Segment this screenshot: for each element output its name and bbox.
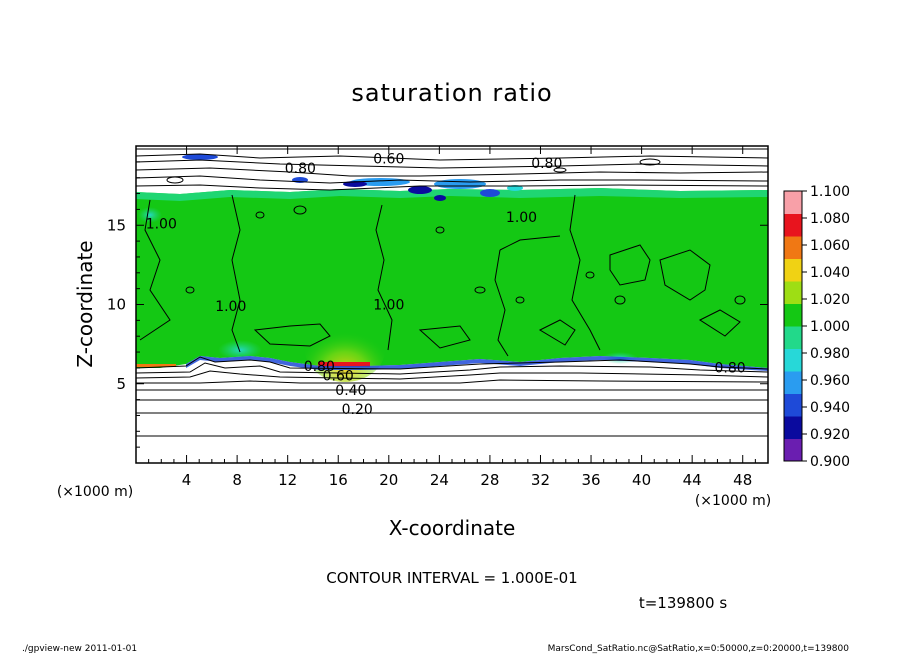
warm-surface-strip xyxy=(318,362,370,367)
colorbar-tick-label: 0.940 xyxy=(810,400,850,416)
contour-label: 1.00 xyxy=(146,216,177,232)
x-tick-label: 12 xyxy=(278,471,297,489)
contour-label: 0.80 xyxy=(285,161,316,177)
contour-label: 0.60 xyxy=(323,369,354,385)
colorbar-tick-label: 0.900 xyxy=(810,454,850,470)
colorbar-swatch xyxy=(784,281,802,304)
time-label: t=139800 s xyxy=(639,594,727,612)
y-axis-title: Z-coordinate xyxy=(73,240,97,367)
colorbar-tick-label: 1.080 xyxy=(810,211,850,227)
y-axis-unit: (×1000 m) xyxy=(57,484,133,500)
colorbar-swatch xyxy=(784,326,802,349)
colorbar-swatch xyxy=(784,438,802,462)
x-tick-label: 24 xyxy=(430,471,449,489)
x-tick-label: 4 xyxy=(182,471,192,489)
contour-label: 0.80 xyxy=(304,359,335,375)
x-tick-label: 40 xyxy=(632,471,651,489)
contour-label: 0.20 xyxy=(342,402,373,418)
x-tick-label: 32 xyxy=(531,471,550,489)
colorbar-tick-label: 0.960 xyxy=(810,373,850,389)
x-tick-label: 8 xyxy=(232,471,242,489)
x-axis-title: X-coordinate xyxy=(389,516,516,540)
x-tick-label: 36 xyxy=(581,471,600,489)
y-tick-label: 5 xyxy=(116,375,126,393)
x-axis: 4 8 12 16 20 24 28 32 36 40 44 48 xyxy=(148,146,756,489)
contour-label: 0.80 xyxy=(714,361,745,377)
contour-label: 1.00 xyxy=(373,297,404,313)
plot-area: 0.600.80 0.801.001.001.00 1.000.800.600.40… xyxy=(136,146,768,463)
warm-surface-strip-2 xyxy=(136,364,176,367)
contour-label: 1.00 xyxy=(215,299,246,315)
footer-right: MarsCond_SatRatio.nc@SatRatio,x=0:50000,… xyxy=(548,644,850,654)
colorbar-swatch xyxy=(784,348,802,372)
colorbar-swatch xyxy=(784,191,802,214)
x-axis-unit: (×1000 m) xyxy=(695,493,771,509)
contour-label: 0.40 xyxy=(335,383,366,399)
y-tick-label: 10 xyxy=(107,296,126,314)
colorbar-tick-label: 1.020 xyxy=(810,292,850,308)
contour-label: 1.00 xyxy=(506,210,537,226)
saturated-layer xyxy=(136,188,768,368)
saturated-contours xyxy=(139,194,746,357)
colorbar-swatch xyxy=(784,371,802,394)
colorbar-tick-label: 1.100 xyxy=(810,184,850,200)
colorbar-tick-label: 1.040 xyxy=(810,265,850,281)
colorbar-tick-label: 1.060 xyxy=(810,238,850,254)
contour-label: 0.80 xyxy=(531,156,562,172)
lower-contours xyxy=(136,356,768,437)
colorbar-swatch xyxy=(784,258,802,282)
x-tick-label: 48 xyxy=(733,471,752,489)
colorbar-swatch xyxy=(784,393,802,417)
upper-contours xyxy=(136,148,768,191)
colorbar-swatch xyxy=(784,213,802,237)
x-tick-label: 20 xyxy=(379,471,398,489)
x-tick-label: 44 xyxy=(683,471,702,489)
colorbar-swatch xyxy=(784,416,802,439)
x-tick-label: 28 xyxy=(480,471,499,489)
cyan-patch-1 xyxy=(138,207,162,223)
upper-edge-band xyxy=(136,188,768,201)
colorbar-tick-label: 1.000 xyxy=(810,319,850,335)
footer-left: ./gpview-new 2011-01-01 xyxy=(22,644,137,654)
colorbar-swatch xyxy=(784,303,802,327)
colorbar-tick-label: 0.980 xyxy=(810,346,850,362)
chart-title: saturation ratio xyxy=(351,79,552,107)
y-tick-label: 15 xyxy=(107,216,126,234)
x-tick-label: 16 xyxy=(329,471,348,489)
cyan-patch-2 xyxy=(218,340,262,360)
contour-interval: CONTOUR INTERVAL = 1.000E-01 xyxy=(326,569,577,587)
colorbar: 0.900 0.920 0.940 0.960 0.980 1.000 1.020 1.040… xyxy=(783,184,850,470)
y-axis: 5 10 15 xyxy=(107,161,768,448)
colorbar-swatch xyxy=(784,236,802,259)
contour-label: 0.60 xyxy=(373,151,404,167)
contour-labels: 0.600.80 0.801.001.001.00 1.000.800.600.40… xyxy=(146,151,746,418)
colorbar-tick-label: 0.920 xyxy=(810,427,850,443)
